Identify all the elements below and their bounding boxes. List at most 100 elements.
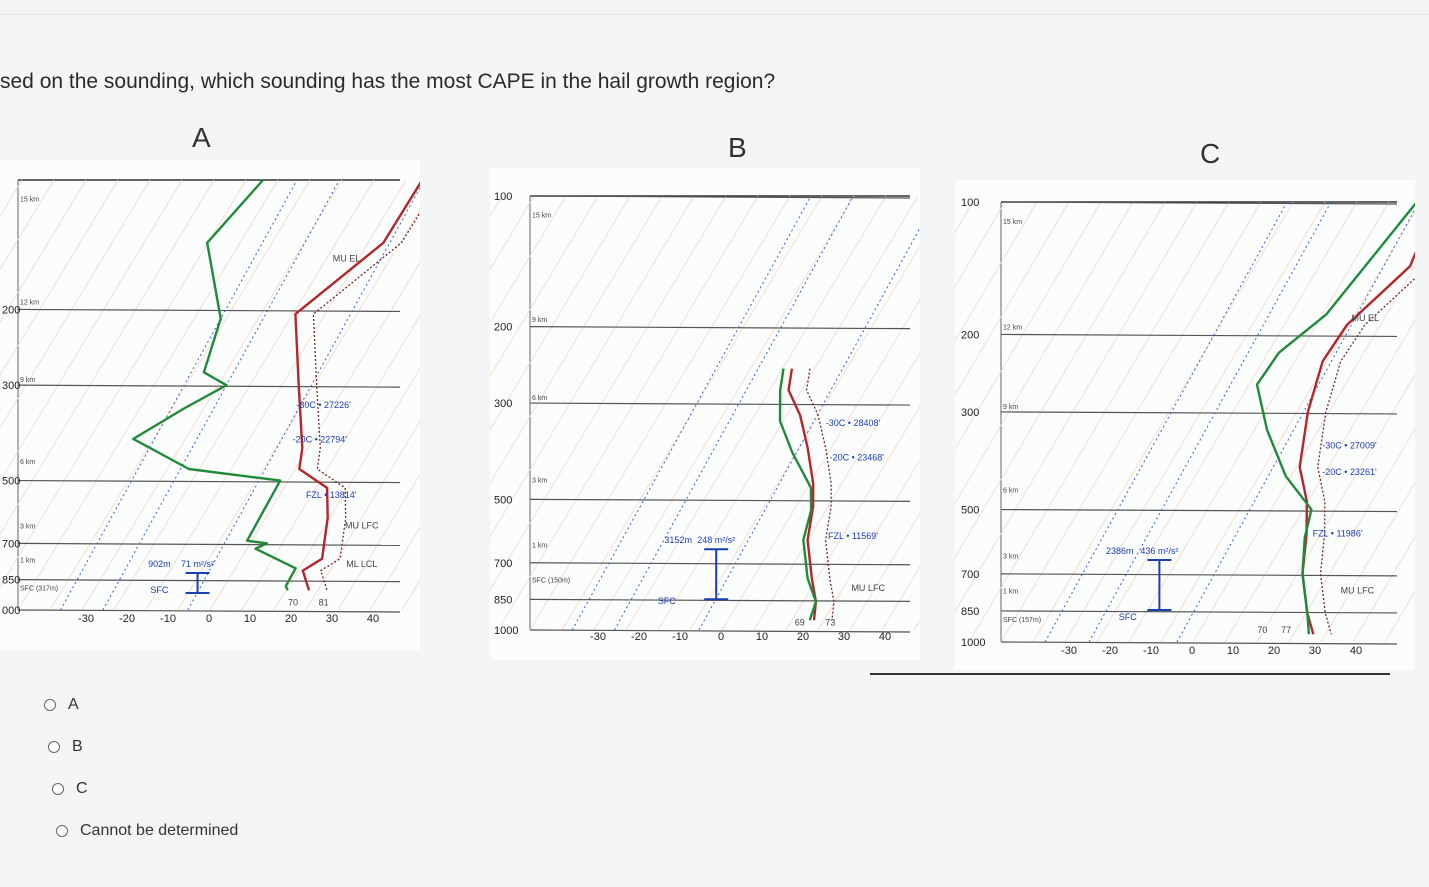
adiabat-line (593, 195, 855, 631)
x-tick-label: -20 (631, 631, 647, 643)
x-tick-label: -20 (119, 613, 135, 625)
annotation-label: 248 m²/s² (697, 535, 735, 545)
isotherm-line (1088, 201, 1332, 643)
adiabat-line (1224, 295, 1429, 643)
height-tick-label: 1 km (20, 558, 35, 565)
height-tick-label: 6 km (1003, 487, 1018, 494)
adiabat-line (81, 179, 343, 611)
x-tick-label: -10 (1143, 645, 1159, 657)
pressure-tick-label: 200 (961, 329, 979, 341)
parcel-trace (1317, 262, 1429, 635)
dewpoint-trace (1255, 201, 1418, 635)
adiabat-line (49, 179, 311, 611)
isobar-line (17, 384, 401, 388)
pressure-tick-label: 850 (2, 575, 20, 587)
adiabat-line (433, 195, 695, 631)
adiabat-line (0, 179, 183, 482)
dewpoint-trace (778, 368, 818, 621)
adiabat-line (113, 179, 375, 611)
isobar-line (529, 326, 911, 330)
isotherm-line (187, 179, 425, 611)
adiabat-line (0, 179, 215, 535)
height-tick-label: 15 km (532, 213, 551, 220)
annotation-label: 70 (1257, 625, 1267, 635)
annotation-label: FZL • 13814' (306, 490, 357, 500)
x-tick-label: 10 (1227, 645, 1239, 657)
x-tick-label: 0 (1189, 645, 1195, 657)
adiabat-line (465, 195, 727, 631)
height-tick-label: 12 km (1003, 325, 1022, 332)
effective-inflow-marker (185, 572, 210, 594)
adiabat-line (0, 179, 55, 271)
adiabat-line (177, 179, 439, 611)
annotation-label: 69 (795, 618, 805, 628)
isobar-line (529, 195, 911, 199)
annotation-label: MU EL (333, 254, 361, 264)
x-tick-label: 0 (206, 613, 212, 625)
pressure-tick-label: 850 (961, 606, 979, 618)
x-tick-label: -30 (1061, 645, 1077, 657)
annotation-label: -20C • 23261' (1322, 467, 1377, 477)
x-tick-label: 30 (838, 631, 850, 643)
adiabat-line (1128, 201, 1390, 643)
x-tick-label: 0 (718, 631, 724, 643)
adiabat-line (0, 179, 247, 588)
height-tick-label: 1 km (532, 543, 547, 550)
x-tick-label: 20 (285, 613, 297, 625)
panel-label-a: A (192, 122, 211, 153)
pressure-tick-label: 200 (494, 322, 512, 334)
option-c[interactable]: C (52, 780, 88, 798)
option-cannot-be-determined[interactable]: Cannot be determined (56, 822, 238, 840)
pressure-tick-label: 200 (2, 304, 20, 316)
adiabat-line (689, 195, 951, 631)
annotation-label: SFC (1119, 612, 1138, 622)
annotation-label: -30C • 27009' (1322, 440, 1377, 450)
height-tick-label: 3 km (20, 523, 35, 530)
adiabat-line (872, 201, 1134, 643)
isobar-line (529, 598, 911, 602)
annotation-label: -20C • 22794' (293, 434, 348, 444)
adiabat-line (401, 195, 663, 631)
adiabat-line (145, 179, 407, 611)
sounding-a: 200 300 500 700 850 000 15 km 12 km 9 km 6 km 3 km… (0, 160, 759, 650)
adiabat-line (0, 179, 119, 376)
isotherm-line (102, 179, 340, 611)
pressure-tick-label: 000 (2, 605, 20, 617)
height-tick-label: 15 km (20, 197, 39, 204)
radio-icon[interactable] (52, 783, 64, 795)
option-b[interactable]: B (48, 738, 83, 756)
sounding-c: 100 200 300 500 700 850 1000 15 km 12 km 9 km 6 km… (616, 180, 1429, 670)
x-tick-label: 40 (367, 613, 379, 625)
x-tick-label: 30 (1309, 645, 1321, 657)
pressure-tick-label: 300 (961, 407, 979, 419)
isobar-line (17, 308, 401, 313)
height-tick-label: 3 km (532, 477, 547, 484)
height-tick-label: 1 km (1003, 589, 1018, 596)
annotation-label: FZL • 11569' (828, 531, 878, 541)
pressure-tick-label: 100 (961, 197, 979, 209)
effective-inflow-marker (1147, 559, 1172, 611)
height-tick-label: 9 km (20, 377, 35, 384)
radio-icon[interactable] (56, 825, 68, 837)
option-a[interactable]: A (44, 696, 79, 714)
panel-label-c: C (1200, 138, 1221, 169)
temperature-trace (294, 179, 424, 591)
pressure-tick-label: 850 (494, 594, 512, 606)
question-text: sed on the sounding, which sounding has … (0, 70, 776, 93)
sounding-b: 100 200 300 500 700 850 1000 15 km 9 km 6 km 3 km 1… (145, 168, 1271, 660)
annotation-label: SFC (658, 596, 677, 606)
divider (0, 14, 1429, 15)
annotation-label: 2386m (1106, 546, 1134, 556)
option-label: A (68, 696, 79, 713)
radio-icon[interactable] (48, 741, 60, 753)
adiabat-line (1352, 512, 1429, 643)
radio-icon[interactable] (44, 699, 56, 711)
pressure-tick-label: 1000 (494, 625, 518, 637)
adiabat-line (1064, 201, 1326, 643)
annotation-label: 81 (319, 598, 329, 608)
isotherm-line (1044, 201, 1288, 643)
effective-inflow-marker (704, 548, 729, 601)
x-tick-label: 40 (1350, 645, 1362, 657)
